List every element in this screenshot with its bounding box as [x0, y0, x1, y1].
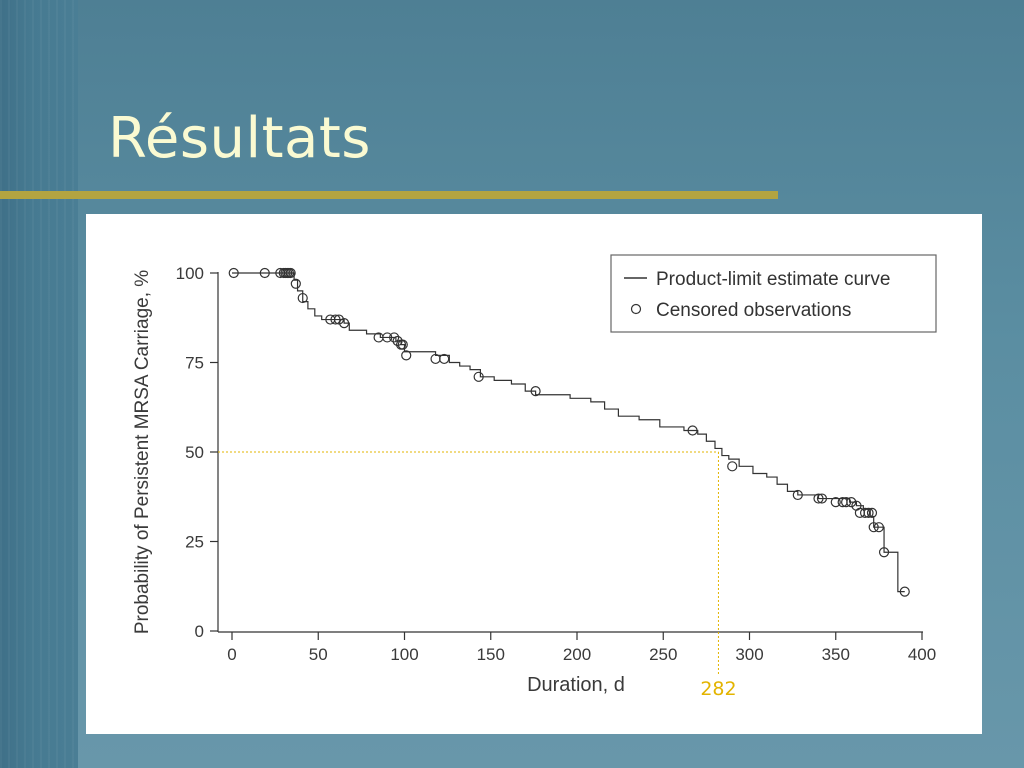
censored-marker [228, 267, 239, 279]
x-tick-label: 50 [309, 645, 328, 664]
censored-marker [866, 507, 878, 518]
censored-marker [899, 586, 910, 597]
censored-marker [530, 386, 541, 397]
censored-marker [439, 353, 450, 365]
y-tick-label: 50 [185, 443, 204, 462]
x-tick-label: 0 [227, 645, 236, 664]
title-underline-rule [0, 191, 778, 199]
x-axis-title: Duration, d [527, 674, 625, 696]
x-tick-label: 150 [477, 645, 505, 664]
censored-marker [878, 547, 890, 558]
censored-marker [840, 497, 852, 508]
censored-marker [816, 493, 828, 504]
y-axis-title: Probability of Persistent MRSA Carriage,… [132, 270, 153, 634]
censored-marker [401, 350, 412, 361]
censored-marker [813, 493, 824, 504]
censored-marker [297, 292, 308, 304]
y-tick-label: 75 [185, 354, 204, 373]
censored-marker [473, 371, 484, 382]
legend-box [610, 254, 937, 333]
censored-marker [687, 425, 698, 436]
censored-marker [259, 267, 270, 279]
censored-marker [339, 318, 350, 329]
censored-marker [397, 339, 408, 350]
slide-title: Résultats [108, 106, 371, 171]
censored-marker [333, 314, 345, 325]
y-tick-label: 0 [195, 622, 204, 641]
x-tick-label: 250 [649, 645, 677, 664]
x-tick-label: 350 [822, 645, 850, 664]
x-tick-label: 300 [735, 645, 763, 664]
censored-marker [392, 335, 403, 347]
chart-legend: Product-limit estimate curve Censored ob… [610, 254, 937, 333]
legend-circle-swatch [630, 303, 642, 315]
y-tick-label: 25 [185, 533, 204, 552]
median-annotation-label: 282 [700, 678, 736, 700]
censored-marker [873, 522, 884, 533]
x-tick-label: 200 [563, 645, 591, 664]
censored-marker [792, 489, 803, 501]
legend-entry-censored: Censored observations [656, 300, 851, 321]
x-tick-group: 0 50 100 150 200 250 300 350 400 [227, 632, 936, 664]
censored-marker [389, 332, 400, 343]
censored-marker [727, 461, 738, 472]
censored-marker [830, 497, 841, 508]
median-guide-lines [218, 451, 719, 674]
y-tick-label: 100 [176, 264, 204, 283]
x-tick-label: 400 [908, 645, 936, 664]
censored-marker [330, 314, 341, 325]
y-tick-group: 0 25 50 75 100 [176, 264, 218, 641]
x-tick-label: 100 [390, 645, 418, 664]
censored-marker [859, 507, 871, 518]
chart-panel: 0 25 50 75 100 0 50 100 150 200 250 300 350 400 Prod… [86, 214, 982, 734]
censored-observations [228, 267, 910, 597]
left-decorative-stripe [0, 0, 78, 768]
left-decorative-band [0, 0, 78, 768]
legend-entry-curve: Product-limit estimate curve [656, 269, 890, 290]
censored-marker [854, 507, 866, 518]
censored-marker [382, 332, 393, 343]
censored-marker [863, 507, 874, 518]
censored-marker [846, 497, 857, 508]
censored-marker [290, 278, 301, 289]
censored-marker [285, 267, 296, 279]
survival-chart: 0 25 50 75 100 0 50 100 150 200 250 300 350 400 Prod… [132, 254, 937, 700]
censored-marker [868, 522, 879, 533]
